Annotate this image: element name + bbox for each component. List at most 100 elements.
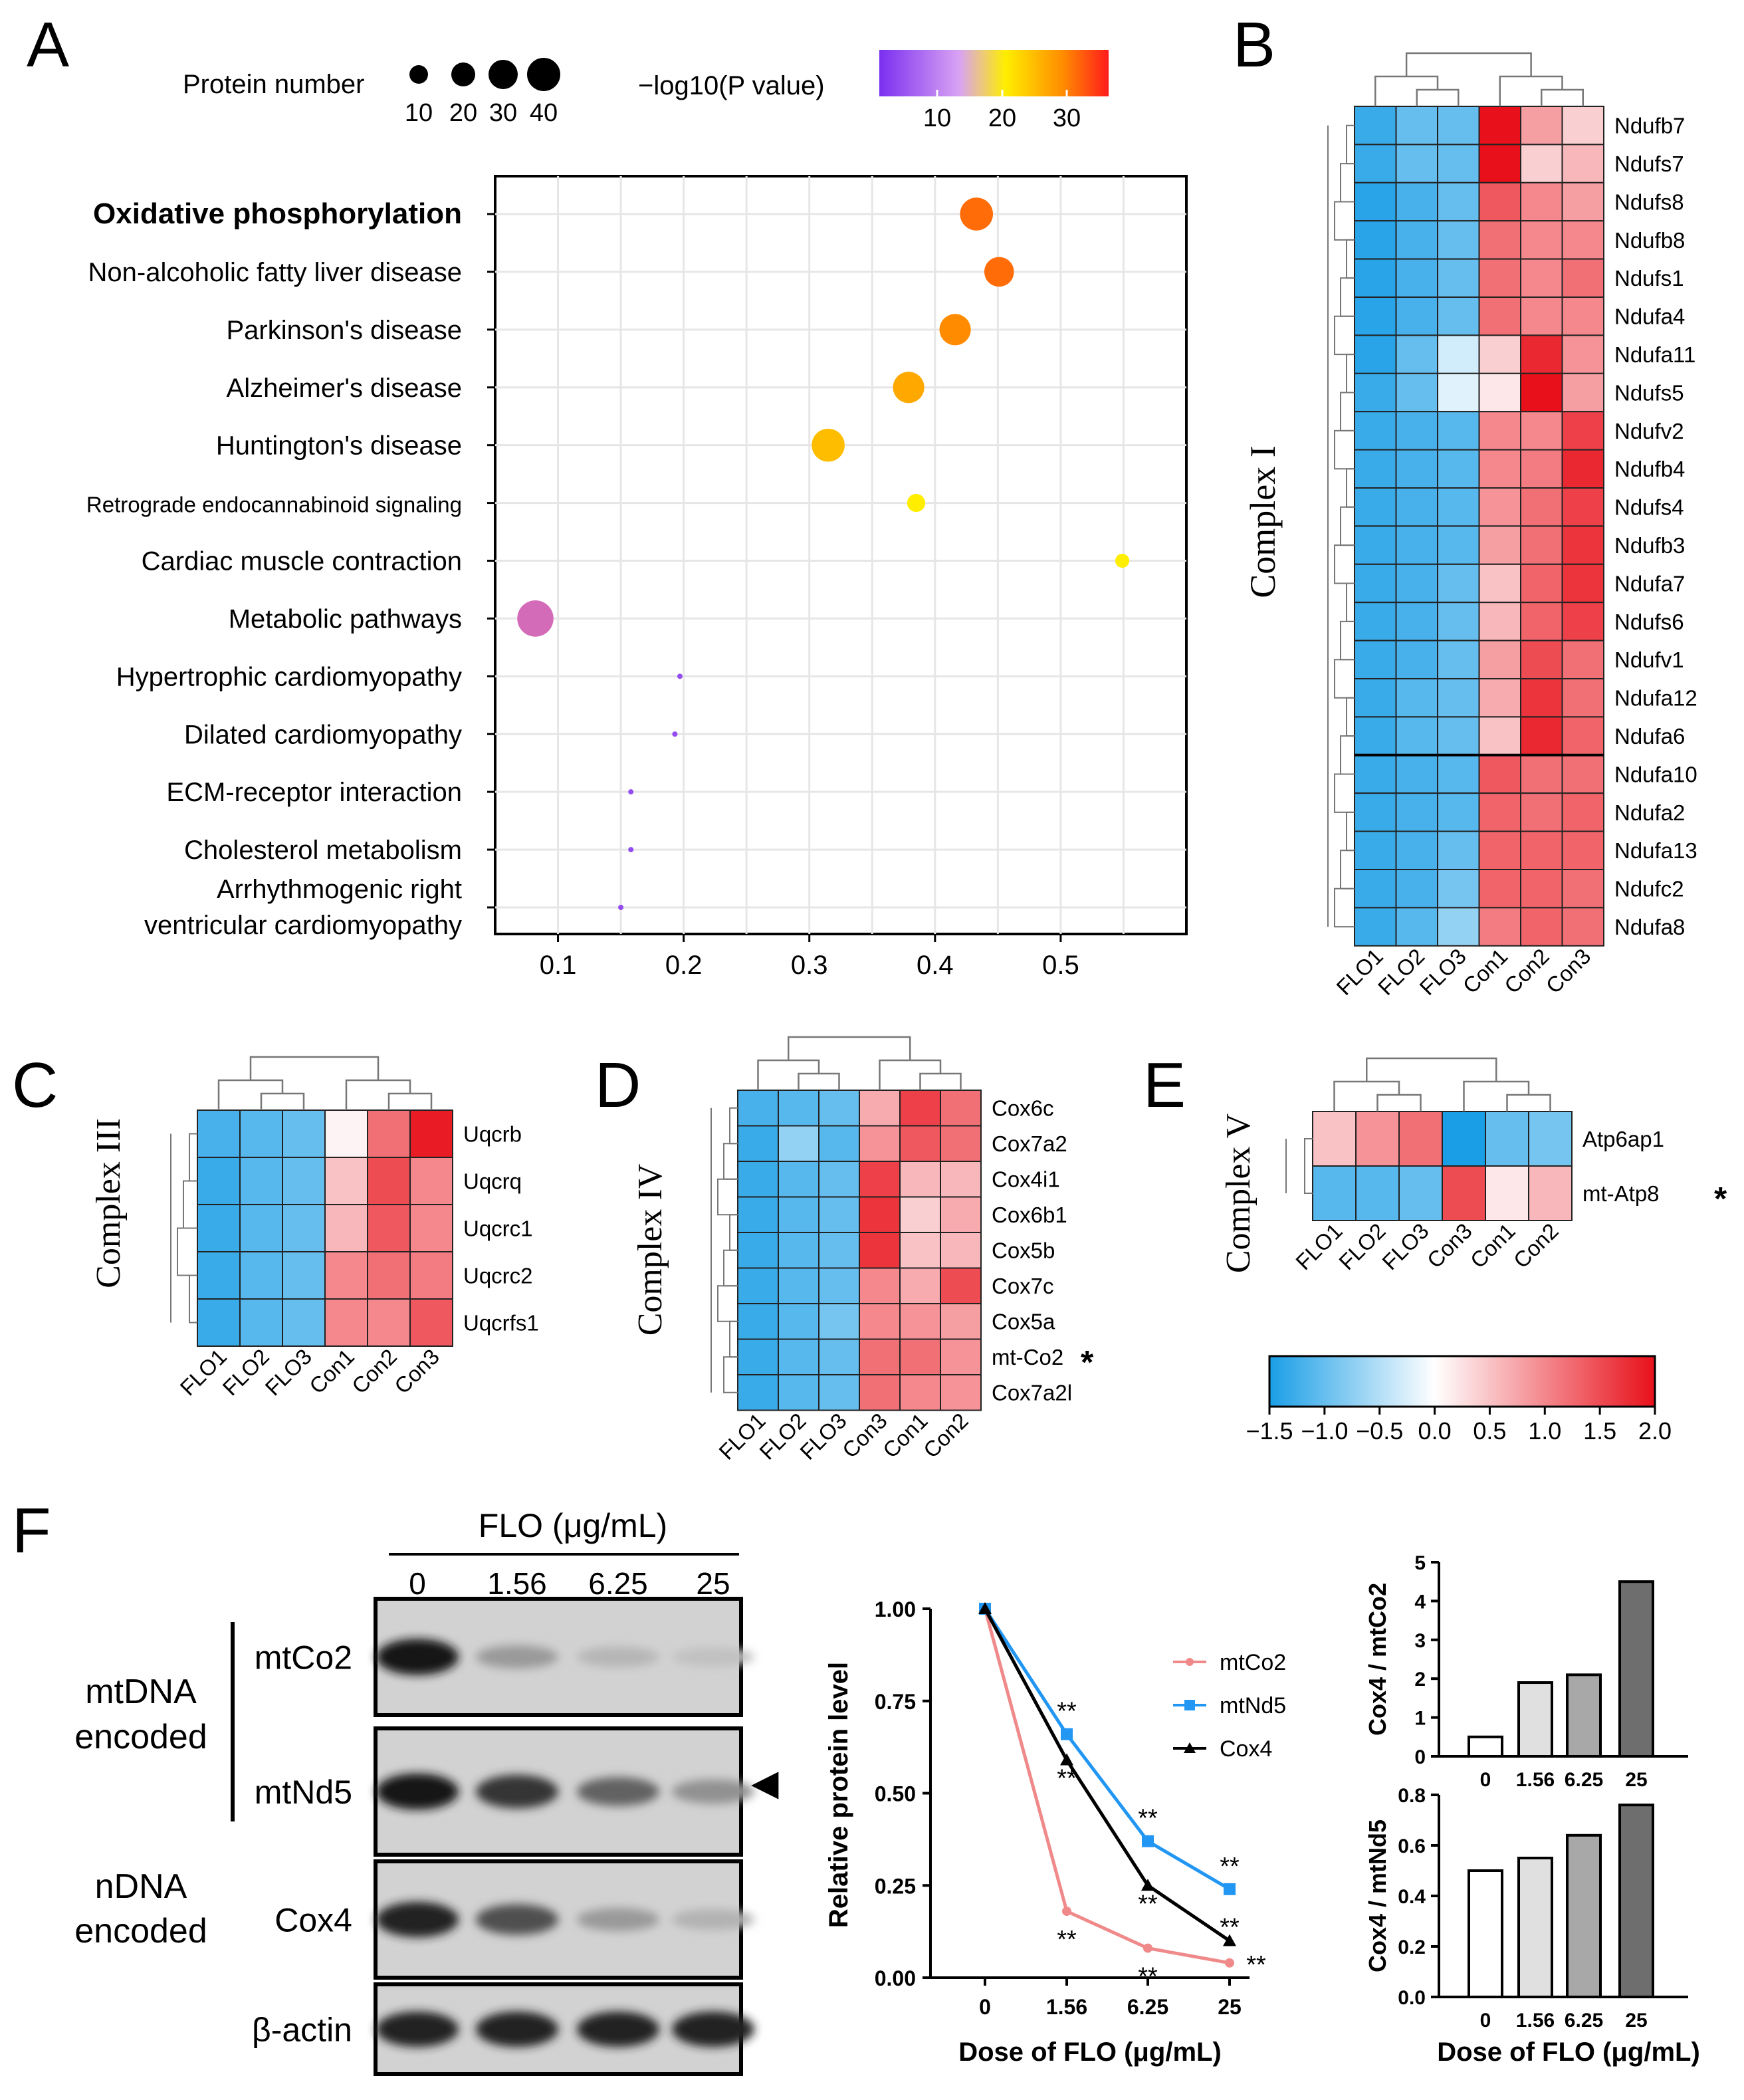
- heatmap-cell: [197, 1109, 241, 1158]
- heatmap-cell: [1355, 1165, 1400, 1221]
- dendrogram-branch: [1340, 850, 1355, 889]
- heatmap-cell: [1485, 1165, 1529, 1221]
- row-label: Ndufa6: [1614, 724, 1685, 749]
- heatmap-cell: [1312, 1165, 1357, 1221]
- heatmap-cell: [1437, 869, 1480, 909]
- heatmap-cell: [1312, 1111, 1357, 1167]
- dendrogram-branch: [717, 1178, 738, 1216]
- x-tick-label: 6.25: [1127, 1995, 1168, 2019]
- heatmap-cell: [409, 1251, 453, 1300]
- heatmap-cell: [1520, 220, 1563, 260]
- heatmap-cell: [1520, 830, 1563, 870]
- heatmap-cell: [1561, 487, 1604, 527]
- panel-f-line-chart: 0.00 0.25 0.50 0.75 1.00 0 1.56 6.25 25 Dose of F…: [824, 1597, 1286, 2067]
- heatmap-cell: [778, 1090, 819, 1127]
- heatmap-cell: [1561, 907, 1604, 947]
- heatmap-cell: [737, 1267, 779, 1304]
- heatmap-cell: [1354, 792, 1397, 832]
- heatmap-cell: [1354, 106, 1397, 146]
- heatmap-cell: [940, 1303, 982, 1340]
- pathway-label: Alzheimer's disease: [227, 374, 462, 403]
- dendrogram-branch: [919, 1072, 962, 1090]
- heatmap-cell: [239, 1109, 283, 1158]
- row-label: Ndufs5: [1614, 380, 1684, 405]
- x-tick-label: 0.5: [1042, 951, 1079, 980]
- heatmap-cell: [778, 1196, 819, 1233]
- heatmap-cell: [818, 1374, 860, 1411]
- heatmap-cell: [1437, 640, 1480, 679]
- data-point: [1143, 1943, 1152, 1953]
- heatmap-cell: [1478, 296, 1521, 336]
- dendrogram-branch: [1340, 506, 1355, 546]
- heatmap-ylabel: Complex I: [1243, 445, 1283, 598]
- row-label: Cox5b: [992, 1238, 1055, 1263]
- y-tick-label: 4: [1414, 1591, 1426, 1613]
- row-label: Ndufb3: [1614, 533, 1685, 558]
- y-tick-label: 0.50: [875, 1782, 916, 1806]
- dendrogram-branch: [1416, 88, 1460, 106]
- pathway-dot: [960, 197, 994, 231]
- heatmap-cell: [1354, 296, 1397, 336]
- dose-label: 0: [409, 1566, 426, 1601]
- heatmap-cell: [940, 1232, 982, 1269]
- heatmap-cell: [1520, 334, 1563, 374]
- heatmap-cell: [1478, 678, 1521, 718]
- heatmap-cell: [737, 1232, 779, 1269]
- heatmap-cell: [737, 1338, 779, 1375]
- pathway-label: Arrhythmogenic right: [217, 875, 462, 904]
- y-tick-label: 3: [1414, 1630, 1426, 1652]
- heatmap-cell: [940, 1125, 982, 1162]
- heatmap-cell: [1478, 487, 1521, 527]
- heatmap-cell: [1437, 792, 1480, 832]
- row-label: Cox6b1: [992, 1203, 1067, 1227]
- heatmap-cell: [1520, 869, 1563, 909]
- row-label: Ndufb8: [1614, 228, 1685, 253]
- blot-band: [672, 1909, 754, 1930]
- heatmap-cell: [1395, 334, 1438, 374]
- heatmap-cell: [1520, 449, 1563, 489]
- row-label: Cox7a2: [992, 1131, 1067, 1156]
- bar-6.25: [1566, 1833, 1602, 1999]
- column-label: FLO2: [1334, 1219, 1390, 1275]
- heatmap-cell: [239, 1157, 283, 1205]
- heatmap-cell: [1398, 1165, 1443, 1221]
- dendrogram-branch: [1374, 75, 1439, 106]
- heatmap-cell: [1437, 334, 1480, 374]
- dendrogram-branch: [1340, 620, 1355, 661]
- heatmap-cell: [1561, 716, 1604, 756]
- heatmap-cell: [1520, 563, 1563, 604]
- dendrogram-branch: [1334, 887, 1355, 928]
- pathway-dot: [677, 673, 683, 679]
- row-label: Cox7c: [992, 1274, 1054, 1298]
- dose-label: 25: [696, 1566, 730, 1601]
- row-label: Cox4i1: [992, 1167, 1060, 1192]
- heatmap-cell: [409, 1298, 453, 1347]
- heatmap-cell: [737, 1090, 779, 1127]
- heatmap-cell: [1395, 181, 1438, 222]
- heatmap-cell: [859, 1232, 901, 1269]
- heatmap-cell: [1561, 258, 1604, 298]
- heatmap-cell: [1478, 220, 1521, 260]
- bar-1.56: [1517, 1857, 1553, 1998]
- column-label: FLO2: [217, 1344, 274, 1401]
- dendrogram-branch: [1340, 277, 1355, 317]
- y-tick-label: 0.25: [875, 1874, 916, 1898]
- legend-marker: [1184, 1742, 1196, 1753]
- heatmap-cell: [818, 1232, 860, 1269]
- size-legend-label: 10: [405, 99, 433, 127]
- column-label: FLO3: [1414, 944, 1471, 1000]
- dendrogram-branch: [217, 1079, 284, 1110]
- significance-label: **: [1057, 1926, 1077, 1954]
- dendrogram-branch: [1346, 811, 1355, 852]
- heatmap-cell: [1561, 334, 1604, 374]
- heatmap-cell: [1395, 296, 1438, 336]
- heatmap-cell: [778, 1125, 819, 1162]
- y-tick-label: 0.0: [1398, 1987, 1426, 2009]
- heatmap-cell: [940, 1090, 982, 1127]
- series-line-mtNd5: [983, 1607, 1231, 1891]
- heatmap-cell: [1354, 830, 1397, 870]
- heatmap-cell: [1478, 602, 1521, 642]
- heatmap-cell: [1561, 678, 1604, 718]
- bar-1.56: [1517, 1681, 1553, 1758]
- heatmap-cell: [1437, 144, 1480, 183]
